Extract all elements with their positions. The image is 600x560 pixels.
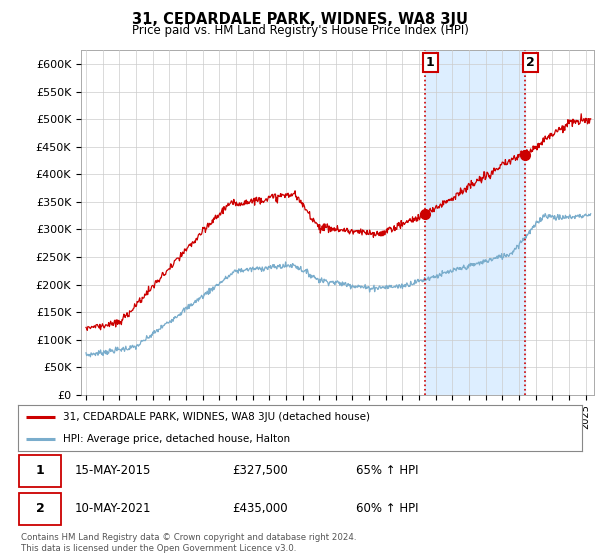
Text: 65% ↑ HPI: 65% ↑ HPI bbox=[356, 464, 419, 478]
FancyBboxPatch shape bbox=[19, 455, 61, 487]
Text: 31, CEDARDALE PARK, WIDNES, WA8 3JU (detached house): 31, CEDARDALE PARK, WIDNES, WA8 3JU (det… bbox=[63, 412, 370, 422]
Text: 1: 1 bbox=[426, 56, 434, 69]
Text: 31, CEDARDALE PARK, WIDNES, WA8 3JU: 31, CEDARDALE PARK, WIDNES, WA8 3JU bbox=[132, 12, 468, 27]
Text: 2: 2 bbox=[526, 56, 535, 69]
Bar bbox=[425, 50, 525, 395]
Text: £435,000: £435,000 bbox=[232, 502, 288, 515]
FancyBboxPatch shape bbox=[19, 493, 61, 525]
Text: 2: 2 bbox=[36, 502, 44, 515]
Text: £327,500: £327,500 bbox=[232, 464, 288, 478]
Text: Price paid vs. HM Land Registry's House Price Index (HPI): Price paid vs. HM Land Registry's House … bbox=[131, 24, 469, 36]
Text: Contains HM Land Registry data © Crown copyright and database right 2024.
This d: Contains HM Land Registry data © Crown c… bbox=[21, 533, 356, 553]
Text: HPI: Average price, detached house, Halton: HPI: Average price, detached house, Halt… bbox=[63, 434, 290, 444]
Text: 15-MAY-2015: 15-MAY-2015 bbox=[74, 464, 151, 478]
Text: 60% ↑ HPI: 60% ↑ HPI bbox=[356, 502, 419, 515]
Text: 10-MAY-2021: 10-MAY-2021 bbox=[74, 502, 151, 515]
Text: 1: 1 bbox=[36, 464, 44, 478]
